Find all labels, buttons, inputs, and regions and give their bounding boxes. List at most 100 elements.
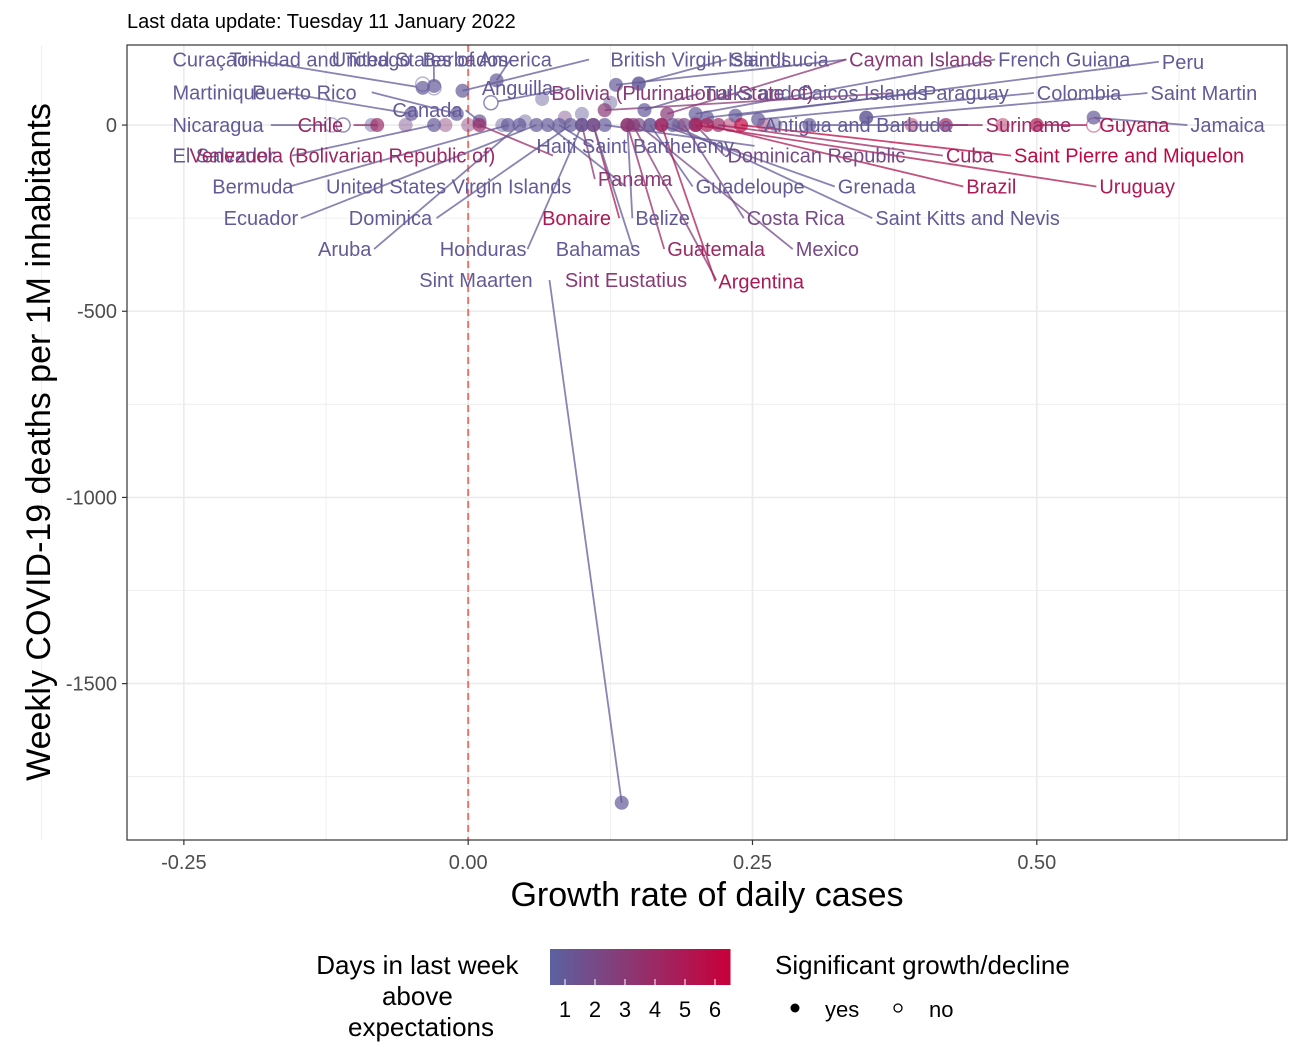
data-point [404,106,419,121]
data-point [637,103,652,118]
label-connector [706,92,921,119]
label-connector [291,124,435,157]
country-label: Guyana [1099,115,1170,137]
country-label: Honduras [440,239,527,261]
label-connector [615,58,847,86]
country-label: Antigua and Barbuda [764,115,953,137]
country-label: Bermuda [212,176,294,198]
country-label: Peru [1162,52,1204,74]
label-connector [373,124,520,250]
color-legend-segment [610,949,617,985]
color-legend-segment [712,949,719,985]
color-legend-segment [658,949,665,985]
label-connector [548,279,623,803]
country-label: Ecuador [224,208,299,230]
color-legend-segment [706,949,713,985]
data-point [427,118,442,133]
label-connector [462,58,590,92]
data-point [1086,110,1101,125]
label-connector [660,124,717,282]
color-legend-segment [724,949,731,985]
x-axis: -0.25 0.00 0.25 0.50 [161,840,1056,874]
color-legend-segment [568,949,575,985]
color-legend-segment [598,949,605,985]
data-point [677,118,692,133]
data-point [711,118,726,133]
country-label: Jamaica [1190,115,1265,137]
data-point [483,94,499,111]
country-label: United States of America [332,50,553,72]
country-label: United States Virgin Islands [326,176,571,198]
y-tick-label: -1500 [66,674,117,696]
label-connector [718,124,943,157]
color-legend-segment [604,949,611,985]
color-legend-tick-label: 5 [679,997,691,1022]
data-point [643,118,658,133]
country-label: Colombia [1037,83,1122,105]
country-label: Saint Kitts and Nevis [875,208,1060,230]
data-point [529,118,544,133]
chart-subtitle: Last data update: Tuesday 11 January 202… [127,11,516,33]
country-label: Bahamas [556,239,641,261]
country-label: Suriname [986,115,1072,137]
country-label: Guadeloupe [696,176,805,198]
color-legend-segment [586,949,593,985]
color-legend-segment [640,949,647,985]
shape-legend-yes-marker [790,1003,800,1013]
data-point [768,118,783,133]
data-point [461,118,476,133]
color-legend-segment [628,949,635,985]
data-point [512,118,527,133]
label-connector [638,124,794,250]
country-label: French Guiana [998,50,1131,72]
data-point [489,73,504,88]
label-connector [638,58,727,85]
country-label: Barbados [423,50,509,72]
data-point [398,118,413,133]
data-point [455,83,470,98]
color-legend-title-line-1: Days in last week [316,950,519,980]
country-label: Venezuela (Bolivarian Republic of) [190,146,496,168]
country-label: Saint Pierre and Miquelon [1014,146,1244,168]
country-label: Turks and Caicos Islands [704,83,928,105]
country-label: Curaçao [172,50,248,72]
country-label: Aruba [318,239,372,261]
data-point [500,118,515,133]
country-label: Panama [598,169,673,191]
data-point [449,106,464,121]
country-label: British Virgin Islands [610,50,791,72]
country-label: Haiti [536,136,576,158]
color-legend-segment [574,949,581,985]
color-legend-segment [670,949,677,985]
data-point [660,106,675,121]
data-point [540,118,555,133]
y-tick-label: -500 [77,301,117,323]
label-connector [371,91,458,115]
data-points [323,73,1102,810]
plot-border [126,44,1288,841]
color-legend-title: Days in last week above expectations [316,950,526,1042]
country-label: Nicaragua [172,115,264,137]
country-label: Bolivia (Plurinational State of) [551,83,813,105]
data-point [609,77,624,92]
shape-legend: Significant growth/decline yes no [775,950,1070,1022]
country-label: Costa Rica [747,208,846,230]
country-label: Sint Eustatius [565,270,687,292]
country-label: Cayman Islands [849,50,992,72]
shape-legend-yes-label: yes [825,997,859,1022]
data-point [1029,118,1044,133]
data-point [802,118,817,133]
country-label: Cuba [946,146,995,168]
country-label: Bonaire [542,208,611,230]
country-label: Anguilla [482,78,554,100]
data-point [614,795,629,810]
country-label: Paraguay [923,83,1009,105]
data-point [535,91,550,106]
shape-legend-title: Significant growth/decline [775,950,1070,980]
color-legend-tick-label: 2 [589,997,601,1022]
data-point [586,118,601,133]
